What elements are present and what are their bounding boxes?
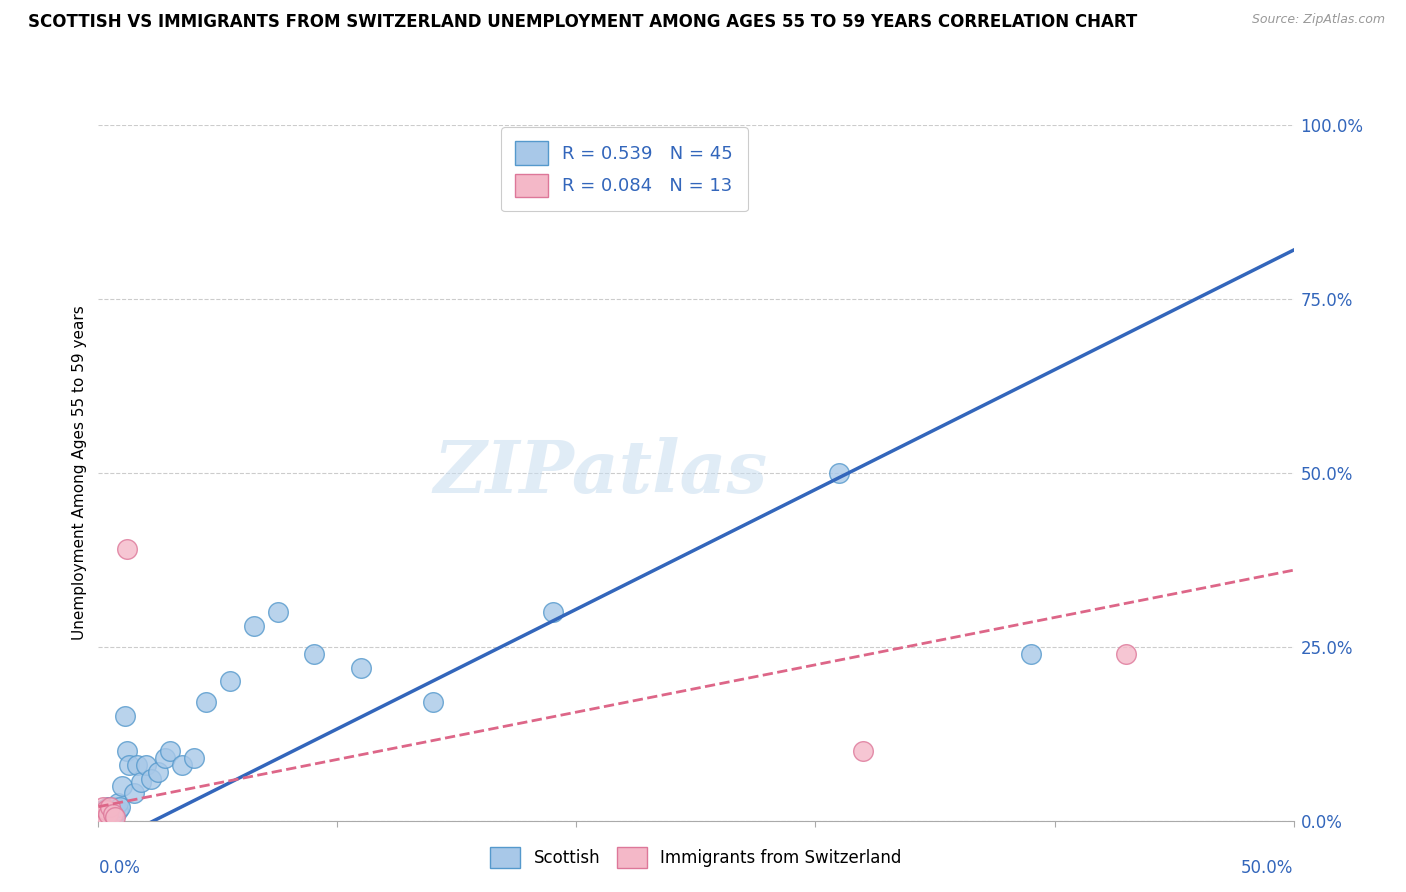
Point xyxy=(94,810,117,824)
Point xyxy=(852,744,875,758)
Point xyxy=(148,764,170,779)
Point xyxy=(422,695,444,709)
Point xyxy=(107,796,129,810)
Point xyxy=(90,810,112,824)
Point xyxy=(1019,647,1042,661)
Point xyxy=(94,803,117,817)
Point xyxy=(98,799,122,814)
Point xyxy=(91,810,114,824)
Point xyxy=(118,758,141,772)
Text: SCOTTISH VS IMMIGRANTS FROM SWITZERLAND UNEMPLOYMENT AMONG AGES 55 TO 59 YEARS C: SCOTTISH VS IMMIGRANTS FROM SWITZERLAND … xyxy=(28,13,1137,31)
Point xyxy=(114,709,136,723)
Point xyxy=(159,744,181,758)
Y-axis label: Unemployment Among Ages 55 to 59 years: Unemployment Among Ages 55 to 59 years xyxy=(72,305,87,640)
Point xyxy=(98,805,122,820)
Point xyxy=(219,674,242,689)
Point xyxy=(90,806,112,821)
Point xyxy=(97,806,120,821)
Point xyxy=(91,806,114,821)
Text: Source: ZipAtlas.com: Source: ZipAtlas.com xyxy=(1251,13,1385,27)
Point xyxy=(124,786,146,800)
Point xyxy=(98,799,122,814)
Point xyxy=(90,810,112,824)
Point xyxy=(139,772,162,786)
Point xyxy=(541,605,564,619)
Point xyxy=(302,647,325,661)
Point xyxy=(135,758,157,772)
Point xyxy=(101,803,124,817)
Text: 50.0%: 50.0% xyxy=(1241,859,1294,877)
Point xyxy=(350,660,373,674)
Point xyxy=(172,758,194,772)
Point xyxy=(194,695,218,709)
Point xyxy=(267,605,290,619)
Point xyxy=(1115,647,1137,661)
Point xyxy=(111,779,134,793)
Point xyxy=(101,806,124,821)
Text: ZIPatlas: ZIPatlas xyxy=(433,437,768,508)
Point xyxy=(108,799,131,814)
Point xyxy=(97,799,120,814)
Point xyxy=(104,806,127,821)
Point xyxy=(101,806,124,821)
Point xyxy=(97,806,120,821)
Text: 0.0%: 0.0% xyxy=(98,859,141,877)
Point xyxy=(98,808,122,822)
Point xyxy=(104,799,127,814)
Point xyxy=(91,803,114,817)
Point xyxy=(131,775,153,789)
Point xyxy=(94,803,117,817)
Point xyxy=(91,799,114,814)
Point xyxy=(94,806,117,821)
Point xyxy=(115,542,138,557)
Point xyxy=(115,744,138,758)
Point xyxy=(97,810,120,824)
Point xyxy=(828,466,851,480)
Point xyxy=(183,751,205,765)
Point xyxy=(104,810,127,824)
Point xyxy=(125,758,148,772)
Point xyxy=(94,810,117,824)
Point xyxy=(90,806,112,821)
Point xyxy=(107,803,129,817)
Point xyxy=(91,806,114,821)
Legend: Scottish, Immigrants from Switzerland: Scottish, Immigrants from Switzerland xyxy=(484,840,908,875)
Point xyxy=(243,619,266,633)
Point xyxy=(155,751,177,765)
